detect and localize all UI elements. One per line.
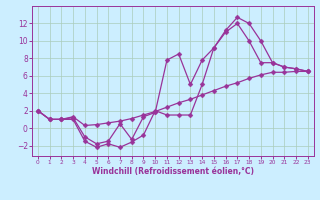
X-axis label: Windchill (Refroidissement éolien,°C): Windchill (Refroidissement éolien,°C): [92, 167, 254, 176]
